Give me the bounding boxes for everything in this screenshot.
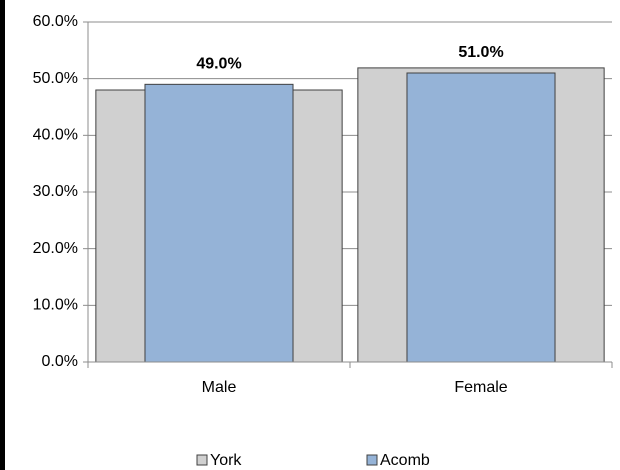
x-tick-label: Female	[454, 379, 507, 396]
legend-label: Acomb	[380, 452, 430, 469]
y-tick-label: 10.0%	[33, 297, 78, 314]
bar	[406, 72, 556, 363]
legend-label: York	[210, 452, 242, 469]
y-tick-label: 60.0%	[33, 13, 78, 30]
y-tick-label: 30.0%	[33, 183, 78, 200]
left-edge	[0, 0, 5, 470]
y-tick-label: 50.0%	[33, 70, 78, 87]
value-label: 49.0%	[196, 56, 241, 73]
legend-swatch	[196, 454, 208, 466]
x-tick-label: Male	[202, 379, 237, 396]
y-tick-label: 0.0%	[42, 353, 78, 370]
y-tick-label: 20.0%	[33, 240, 78, 257]
value-label: 51.0%	[458, 44, 503, 61]
y-tick-label: 40.0%	[33, 127, 78, 144]
legend-swatch	[366, 454, 378, 466]
bar	[144, 83, 294, 363]
